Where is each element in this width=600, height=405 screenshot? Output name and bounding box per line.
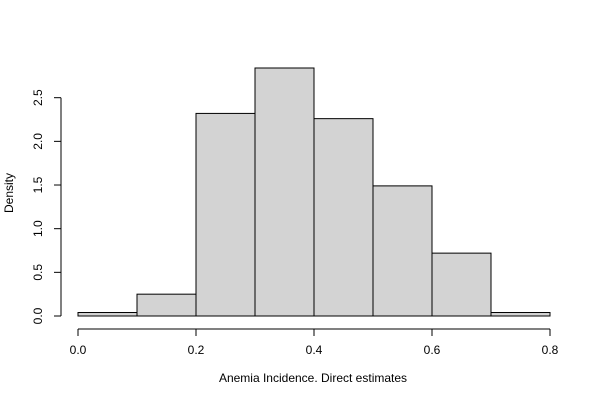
- histogram-bar-0: [77, 312, 138, 317]
- histogram-bar-7: [490, 312, 551, 317]
- x-tick-label: 0.4: [306, 343, 323, 357]
- y-tick-label: 1.5: [31, 176, 45, 193]
- histogram-bar-1: [136, 293, 197, 317]
- histogram-bar-2: [195, 112, 256, 317]
- x-tick-label: 0.2: [188, 343, 205, 357]
- histogram-bar-3: [254, 67, 315, 317]
- y-tick-label: 0.0: [31, 307, 45, 324]
- y-tick-label: 2.5: [31, 89, 45, 106]
- histogram-bar-5: [372, 185, 433, 317]
- x-tick-label: 0.6: [424, 343, 441, 357]
- x-tick-label: 0.0: [70, 343, 87, 357]
- y-tick-label: 2.0: [31, 133, 45, 150]
- y-axis-label: Density: [2, 173, 16, 213]
- bars-layer: [77, 67, 551, 317]
- y-tick-label: 0.5: [31, 264, 45, 281]
- y-axis: 0.0 0.5 1.0 1.5 2.0 2.5: [31, 89, 62, 324]
- x-tick-label: 0.8: [542, 343, 559, 357]
- histogram-bar-6: [431, 252, 492, 317]
- x-axis: 0.0 0.2 0.4 0.6 0.8: [70, 328, 559, 357]
- x-axis-label: Anemia Incidence. Direct estimates: [219, 371, 407, 385]
- histogram-bar-4: [313, 118, 374, 317]
- y-tick-label: 1.0: [31, 220, 45, 237]
